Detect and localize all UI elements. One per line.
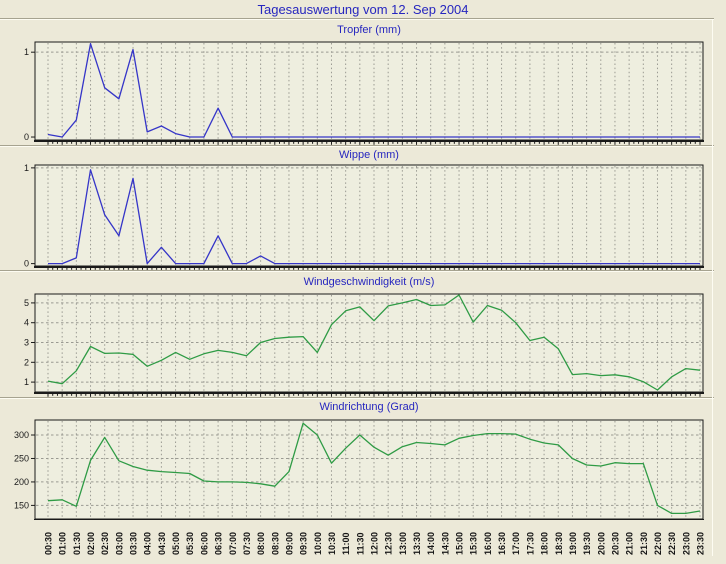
- windgeschwindigkeit-line-chart: 1 2 3 4 5: [24, 293, 704, 397]
- y-tick-label: 4: [24, 318, 29, 328]
- x-axis-label: 09:30: [299, 532, 309, 555]
- x-axis-label: 11:00: [341, 532, 351, 555]
- y-tick-label: 150: [14, 500, 29, 510]
- wippe-line-chart: 01: [24, 163, 704, 270]
- data-series-line: [48, 169, 700, 265]
- x-axis-label: 05:30: [185, 532, 195, 555]
- x-axis-label: 21:00: [625, 532, 635, 555]
- x-axis-label: 09:00: [284, 532, 294, 555]
- chart-title-windrichtung: Windrichtung (Grad): [319, 401, 419, 413]
- page-title: Tagesauswertung vom 12. Sep 2004: [257, 2, 469, 17]
- x-axis-label: 13:00: [398, 532, 408, 555]
- x-axis-label: 14:30: [440, 532, 450, 555]
- x-axis-time-labels: 00:30 01:00 01:30 02:00 02:30 03:00 03:30 04:00…: [44, 532, 706, 555]
- x-axis-label: 23:00: [681, 532, 691, 555]
- x-axis-label: 08:00: [256, 532, 266, 555]
- x-axis-label: 10:30: [327, 532, 337, 555]
- x-axis-label: 03:00: [114, 532, 124, 555]
- y-tick-label: 0: [24, 259, 29, 269]
- y-tick-label: 0: [24, 132, 29, 142]
- x-axis-label: 10:00: [313, 532, 323, 555]
- x-axis-label: 01:30: [72, 532, 82, 555]
- x-axis-label: 16:30: [497, 532, 507, 555]
- data-series-line: [47, 422, 701, 515]
- x-axis-label: 17:30: [525, 532, 535, 555]
- y-tick-label: 1: [24, 163, 29, 173]
- data-series-line: [47, 43, 700, 138]
- plot-background: [35, 165, 703, 266]
- plot-background: [35, 42, 703, 140]
- x-axis-label: 15:30: [469, 532, 479, 555]
- x-axis-label: 07:30: [242, 532, 252, 555]
- windrichtung-line-chart: 150 200 250 300: [14, 419, 704, 520]
- x-axis-label: 18:30: [554, 532, 564, 555]
- chart-title-tropfer: Tropfer (mm): [337, 24, 401, 36]
- x-axis-label: 02:00: [86, 532, 96, 555]
- x-axis-label: 04:00: [143, 532, 153, 555]
- divider: [0, 18, 714, 20]
- x-axis-label: 17:00: [511, 532, 521, 555]
- divider: [0, 145, 714, 147]
- x-axis-label: 20:00: [596, 532, 606, 555]
- chart-panel-windrichtung: Windrichtung (Grad) 150 200 250 300: [0, 398, 726, 520]
- x-axis-label: 03:30: [129, 532, 139, 555]
- x-axis-label: 22:30: [667, 532, 677, 555]
- x-axis-label: 19:00: [568, 532, 578, 555]
- x-axis-label: 14:00: [426, 532, 436, 555]
- x-axis-label: 18:00: [540, 532, 550, 555]
- x-axis-label: 08:30: [270, 532, 280, 555]
- y-tick-label: 2: [24, 357, 29, 367]
- divider: [0, 397, 714, 399]
- x-axis-label: 07:00: [228, 532, 238, 555]
- y-tick-label: 250: [14, 453, 29, 463]
- x-axis-label: 20:30: [610, 532, 620, 555]
- x-axis-label: 06:30: [214, 532, 224, 555]
- x-axis-label: 05:00: [171, 532, 181, 555]
- y-tick-label: 200: [14, 477, 29, 487]
- panel-right-edge: [712, 19, 713, 556]
- chart-title-windgeschwindigkeit: Windgeschwindigkeit (m/s): [303, 276, 435, 288]
- x-axis-label: 02:30: [100, 532, 110, 555]
- x-axis-label: 22:00: [653, 532, 663, 555]
- y-tick-label: 5: [24, 298, 29, 308]
- x-axis-label: 11:30: [355, 532, 365, 555]
- y-tick-label: 3: [24, 338, 29, 348]
- chart-panel-windgeschwindigkeit: Windgeschwindigkeit (m/s) 1 2 3 4 5: [0, 271, 726, 397]
- divider: [0, 270, 714, 272]
- x-axis-label: 12:00: [370, 532, 380, 555]
- x-axis-label: 06:00: [199, 532, 209, 555]
- x-axis-label: 16:00: [483, 532, 493, 555]
- x-axis-label: 23:30: [696, 532, 706, 555]
- y-tick-label: 1: [24, 47, 29, 57]
- x-axis-label: 01:00: [58, 532, 68, 555]
- data-series-line: [47, 294, 701, 391]
- x-axis-label: 00:30: [44, 532, 54, 555]
- x-axis-label: 13:30: [412, 532, 422, 555]
- x-axis-label: 21:30: [639, 532, 649, 555]
- y-tick-label: 300: [14, 430, 29, 440]
- x-axis-label: 19:30: [582, 532, 592, 555]
- x-axis-label: 04:30: [157, 532, 167, 555]
- chart-title-wippe: Wippe (mm): [339, 149, 399, 161]
- tropfer-line-chart: 01: [24, 41, 704, 145]
- x-axis-label: 15:00: [455, 532, 465, 555]
- x-axis-label: 12:30: [384, 532, 394, 555]
- y-tick-label: 1: [24, 377, 29, 387]
